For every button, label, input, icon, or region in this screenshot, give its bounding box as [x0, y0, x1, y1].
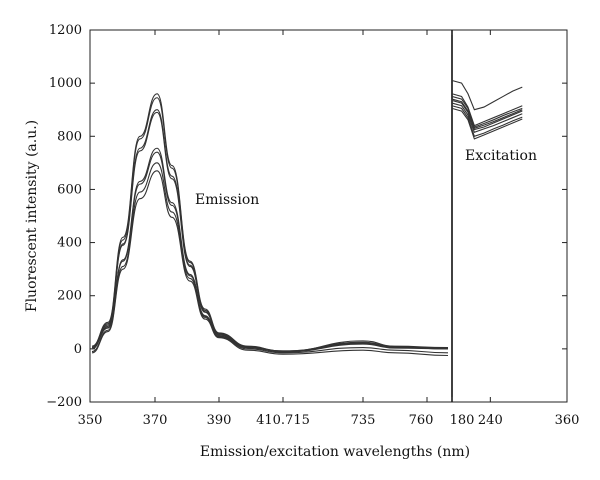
- x-tick-label: 360: [555, 413, 580, 428]
- x-axis: 350 370 390 410.715 735 760 180 240 360: [78, 30, 580, 428]
- x-tick-label: 760: [409, 413, 434, 428]
- y-tick-label: 800: [57, 129, 82, 144]
- excitation-series-line: [451, 102, 523, 134]
- x-tick-label: 180: [450, 413, 475, 428]
- excitation-series-line: [451, 79, 523, 111]
- x-axis-label: Emission/excitation wavelengths (nm): [200, 444, 470, 460]
- y-tick-label: 200: [57, 289, 82, 304]
- emission-annotation: Emission: [195, 192, 259, 208]
- emission-series-line: [91, 170, 449, 357]
- x-tick-label: 370: [143, 413, 168, 428]
- emission-series-line: [91, 97, 449, 352]
- y-tick-label: 1000: [49, 76, 82, 91]
- emission-series-line: [91, 162, 449, 354]
- emission-series-line: [91, 93, 449, 353]
- excitation-series-line: [451, 98, 523, 130]
- y-axis-label: Fluorescent intensity (a.u.): [24, 120, 40, 312]
- excitation-series-line: [451, 95, 523, 128]
- y-tick-label: 0: [74, 342, 82, 357]
- emission-series-line: [91, 109, 449, 353]
- y-tick-label: 400: [57, 236, 82, 251]
- y-tick-label: 600: [57, 182, 82, 197]
- excitation-series-line: [451, 107, 523, 140]
- excitation-series-line: [451, 105, 523, 137]
- y-axis: −200 0 200 400 600 800 1000 1200: [46, 23, 567, 410]
- x-tick-label: 240: [478, 413, 503, 428]
- plot-frame: [89, 29, 568, 403]
- x-tick-label: 735: [351, 413, 376, 428]
- x-tick-label: 390: [207, 413, 232, 428]
- emission-series-group: [91, 93, 449, 357]
- x-tick-label: 410.715: [256, 413, 310, 428]
- emission-series-line: [91, 111, 449, 353]
- excitation-series-line: [451, 93, 523, 127]
- excitation-series-group: [451, 79, 523, 140]
- x-tick-label: 350: [78, 413, 103, 428]
- excitation-series-line: [451, 99, 523, 131]
- excitation-annotation: Excitation: [465, 148, 537, 164]
- y-tick-label: −200: [46, 395, 82, 410]
- y-tick-label: 1200: [49, 23, 82, 38]
- emission-series-line: [91, 151, 449, 353]
